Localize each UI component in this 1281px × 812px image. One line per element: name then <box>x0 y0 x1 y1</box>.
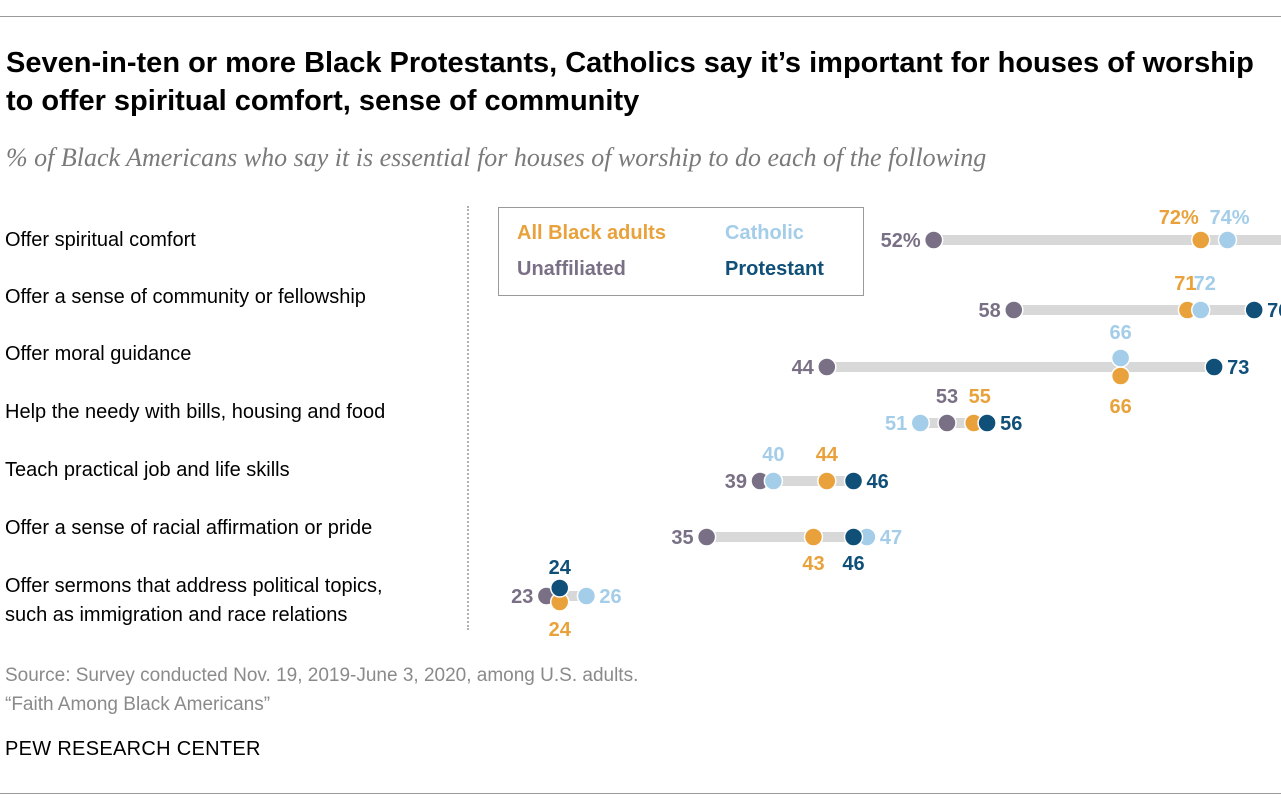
row-label-spiritual-comfort: Offer spiritual comfort <box>5 229 196 251</box>
dot-catholic-row-5 <box>763 471 784 491</box>
row-label-community: Offer a sense of community or fellowship <box>5 286 366 308</box>
row-label-racial-affirmation: Offer a sense of racial affirmation or p… <box>5 517 373 539</box>
value-label-unaffiliated-row-3: 44 <box>792 357 815 379</box>
value-label-all-row-2: 71 <box>1174 273 1196 295</box>
row-label-job-skills: Teach practical job and life skills <box>5 459 290 481</box>
dotted-divider <box>467 206 469 630</box>
dot-all-row-1 <box>1191 230 1211 250</box>
value-label-protestant-row-3: 73 <box>1227 357 1249 379</box>
value-label-all-row-3: 66 <box>1110 396 1132 418</box>
value-label-all-row-6: 43 <box>802 553 824 575</box>
source-note: Source: Survey conducted Nov. 19, 2019-J… <box>5 665 639 686</box>
value-label-unaffiliated-row-5: 39 <box>725 471 747 493</box>
value-label-catholic-row-5: 40 <box>762 444 784 466</box>
dot-unaffiliated-row-2 <box>1004 300 1024 320</box>
value-label-unaffiliated-row-6: 35 <box>671 527 693 549</box>
dot-protestant-row-4 <box>977 413 997 433</box>
dot-protestant-row-5 <box>843 471 864 491</box>
value-label-unaffiliated-row-7: 23 <box>511 586 533 608</box>
dot-unaffiliated-row-6 <box>696 527 717 547</box>
value-label-all-row-1: 72% <box>1159 207 1199 229</box>
legend-all-black-adults: All Black adults <box>517 222 666 244</box>
dot-unaffiliated-row-1 <box>923 230 944 250</box>
value-label-catholic-row-7: 26 <box>599 586 621 608</box>
dot-protestant-row-3 <box>1204 357 1224 377</box>
value-label-protestant-row-2: 76 <box>1267 300 1281 322</box>
dot-protestant-row-6 <box>843 527 864 547</box>
row-label-help-needy: Help the needy with bills, housing and f… <box>5 401 386 423</box>
value-label-catholic-row-1: 74% <box>1209 207 1249 229</box>
row-label-line-1: Offer sermons that address political top… <box>5 575 383 597</box>
value-label-all-row-7: 24 <box>549 619 572 641</box>
value-label-catholic-row-2: 72 <box>1194 273 1216 295</box>
dot-protestant-row-2 <box>1244 300 1264 320</box>
dot-all-row-5 <box>817 471 837 491</box>
value-label-unaffiliated-row-1: 52% <box>881 230 921 252</box>
dot-unaffiliated-row-3 <box>817 357 837 377</box>
value-label-catholic-row-4: 51 <box>885 413 907 435</box>
dot-catholic-row-2 <box>1191 300 1211 320</box>
value-label-protestant-row-5: 46 <box>867 471 889 493</box>
value-label-protestant-row-4: 56 <box>1000 413 1022 435</box>
dot-catholic-row-7 <box>576 586 597 606</box>
value-label-catholic-row-3: 66 <box>1110 322 1132 344</box>
top-rule <box>0 16 1281 17</box>
dot-catholic-row-1 <box>1217 230 1238 250</box>
report-name: “Faith Among Black Americans” <box>5 694 271 715</box>
dot-unaffiliated-row-4 <box>937 413 957 433</box>
value-label-all-row-5: 44 <box>816 444 839 466</box>
value-label-all-row-4: 55 <box>969 386 991 408</box>
value-label-unaffiliated-row-4: 53 <box>936 386 958 408</box>
value-label-catholic-row-6: 47 <box>880 527 902 549</box>
value-label-protestant-row-7: 24 <box>549 557 572 579</box>
brand-name: PEW RESEARCH CENTER <box>5 738 261 760</box>
legend-unaffiliated: Unaffiliated <box>517 258 626 280</box>
value-label-protestant-row-6: 46 <box>842 553 864 575</box>
row-label-line-2: such as immigration and race relations <box>5 604 348 626</box>
dot-catholic-row-3 <box>1110 348 1131 368</box>
legend: All Black adults Catholic Unaffiliated P… <box>498 207 864 296</box>
dot-all-row-3 <box>1110 366 1131 386</box>
legend-catholic: Catholic <box>725 222 804 244</box>
bottom-rule <box>0 793 1281 794</box>
dot-catholic-row-4 <box>910 413 931 433</box>
row-label-political-sermons: Offer sermons that address political top… <box>5 572 455 630</box>
legend-protestant: Protestant <box>725 258 824 280</box>
chart-title: Seven-in-ten or more Black Protestants, … <box>6 47 1254 117</box>
dot-all-row-6 <box>803 527 824 547</box>
chart-subtitle: % of Black Americans who say it is essen… <box>6 143 987 172</box>
dot-protestant-row-7 <box>549 578 570 598</box>
row-label-moral-guidance: Offer moral guidance <box>5 343 192 365</box>
value-label-unaffiliated-row-2: 58 <box>979 300 1001 322</box>
